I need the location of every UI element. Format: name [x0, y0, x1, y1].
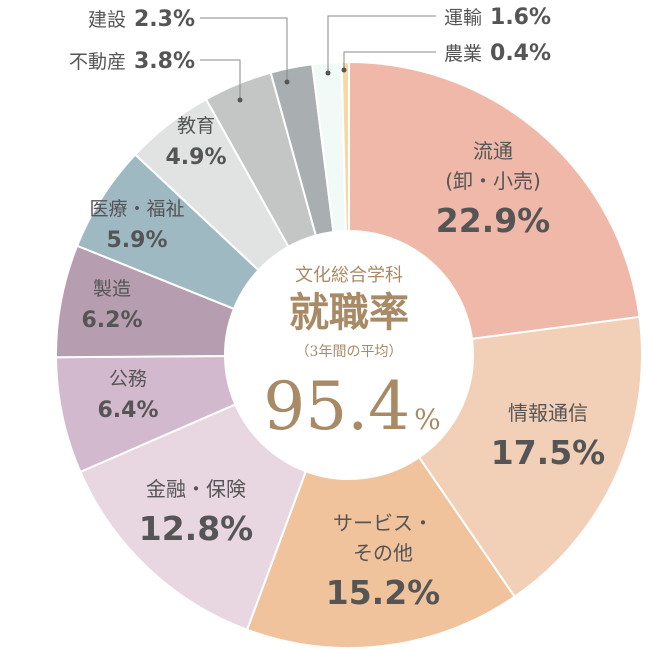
slice-2-name-line-2: その他 — [353, 541, 413, 565]
slice-10-value: 1.6% — [490, 5, 551, 30]
slice-11-leader-dot — [341, 67, 347, 73]
slice-7-value: 4.9% — [165, 145, 226, 170]
slice-10-label: 運輸 1.6% — [444, 5, 551, 30]
slice-9-value: 2.3% — [134, 7, 195, 32]
slice-8-leader-dot — [237, 97, 243, 103]
slice-10-leader-dot — [325, 70, 331, 76]
slice-1-name-line-1: 情報通信 — [508, 401, 588, 425]
leader-lines-group — [200, 15, 436, 103]
slice-9-leader-dot — [284, 79, 290, 85]
slice-1-value: 17.5% — [491, 433, 606, 472]
slice-11-label: 農業 0.4% — [444, 41, 551, 66]
center-text: 文化総合学科 就職率 （3年間の平均） 95.4% — [263, 265, 441, 445]
slice-9-name: 建設 — [88, 9, 126, 31]
slice-2-value: 15.2% — [326, 573, 441, 612]
slice-0 — [348, 60, 641, 340]
slice-0-name-line-1: 流通 — [473, 139, 513, 163]
center-rate-unit: % — [414, 403, 441, 436]
slice-2-name-line-1: サービス・ — [333, 511, 433, 535]
slice-0-name-line-2: (卸・小売) — [445, 169, 541, 193]
slice-4-value: 6.4% — [97, 398, 158, 423]
slice-9-label: 建設 2.3% — [88, 7, 195, 32]
center-title: 就職率 — [289, 289, 409, 336]
center-note: （3年間の平均） — [296, 344, 403, 360]
slice-7-name-line-1: 教育 — [177, 115, 215, 137]
slice-3 — [79, 403, 308, 631]
center-rate: 95.4 — [263, 368, 410, 445]
slice-8-leader-line — [200, 59, 241, 100]
slice-6-name-line-1: 医療・福祉 — [89, 198, 184, 220]
slice-5-name-line-1: 製造 — [93, 278, 131, 300]
slice-6-value: 5.9% — [106, 228, 167, 253]
slice-3-value: 12.8% — [139, 509, 254, 548]
slice-10-leader-line — [327, 15, 436, 73]
center-subtitle: 文化総合学科 — [295, 265, 403, 286]
slice-2 — [245, 455, 516, 649]
center-rate-line: 95.4% — [263, 368, 441, 445]
slice-11-leader-line — [343, 51, 436, 70]
slice-1 — [417, 315, 643, 599]
slice-5-value: 6.2% — [81, 308, 142, 333]
slice-8-name: 不動産 — [69, 51, 126, 73]
slice-8-value: 3.8% — [134, 49, 195, 74]
slice-8-label: 不動産 3.8% — [69, 49, 195, 74]
labels-group: 流通 (卸・小売) 22.9% 情報通信 17.5% サービス・その他 15.2% 金融・保険… — [69, 5, 605, 612]
slice-3-name-line-1: 金融・保険 — [146, 477, 246, 501]
slice-11-name: 農業 — [444, 43, 482, 65]
slice-4-name-line-1: 公務 — [109, 368, 147, 390]
slice-0-value: 22.9% — [436, 201, 551, 240]
slice-9-leader-line — [200, 17, 288, 82]
slice-10-name: 運輸 — [444, 7, 482, 29]
slice-11-value: 0.4% — [490, 41, 551, 66]
slices-group — [55, 60, 643, 649]
